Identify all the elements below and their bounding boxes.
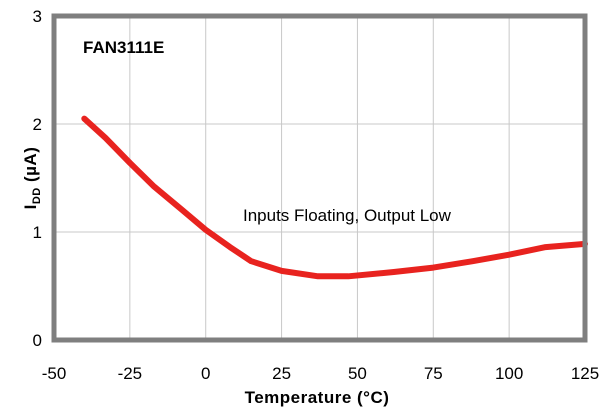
y-tick-label: 1: [33, 223, 42, 242]
x-tick-labels: -50 -25 0 25 50 75 100 125: [42, 364, 599, 383]
y-tick-label: 0: [33, 331, 42, 350]
y-tick-label: 3: [33, 7, 42, 26]
y-tick-label: 2: [33, 115, 42, 134]
x-tick-label: 125: [571, 364, 599, 383]
x-tick-label: 100: [495, 364, 523, 383]
condition-annotation: Inputs Floating, Output Low: [243, 206, 452, 225]
series-line: [81, 115, 588, 280]
y-axis-title-unit: (µA): [21, 147, 40, 188]
x-tick-label: 25: [272, 364, 291, 383]
x-tick-label: 0: [201, 364, 210, 383]
part-number-annotation: FAN3111E: [83, 38, 164, 57]
y-axis-title-main: I: [21, 204, 40, 209]
x-tick-label: -50: [42, 364, 67, 383]
x-tick-label: -25: [118, 364, 143, 383]
y-axis-title: IDD (µA): [21, 147, 43, 210]
y-tick-labels: 0 1 2 3: [33, 7, 42, 350]
grid: [53, 15, 586, 341]
x-axis-title: Temperature (°C): [245, 388, 390, 407]
y-axis-title-subscript: DD: [31, 187, 43, 204]
x-tick-label: 50: [348, 364, 367, 383]
plot-frame: [51, 13, 588, 343]
series-layer: [81, 115, 588, 280]
x-tick-label: 75: [424, 364, 443, 383]
